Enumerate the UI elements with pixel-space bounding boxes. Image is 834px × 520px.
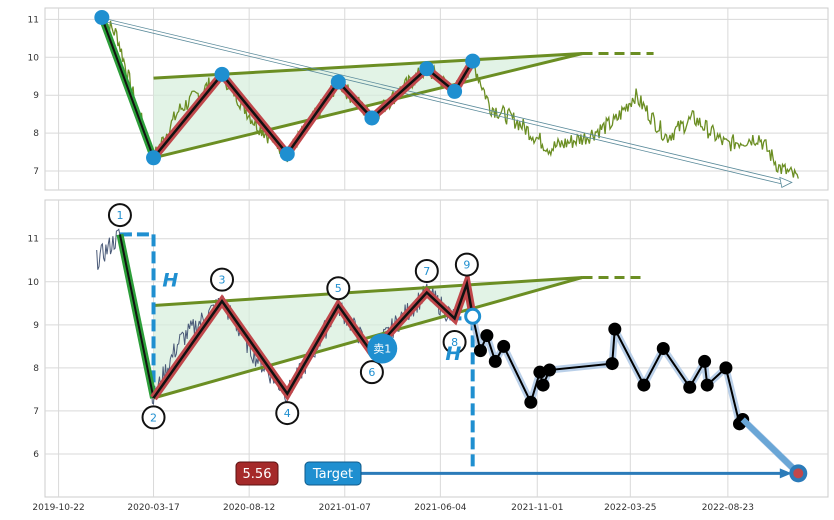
top-arrow-head <box>779 176 793 189</box>
bottom-point-label-circle <box>359 360 384 385</box>
bottom-forecast-point <box>473 344 487 358</box>
bottom-forecast-point <box>480 329 494 343</box>
bottom-forecast-point <box>608 322 622 336</box>
bottom-forecast-point <box>524 395 538 409</box>
bottom-panel: 6 7 8 9 10 11 2019-10-22 2020-03-17 2020-08-12 20… <box>28 199 829 513</box>
bottom-forecast-point <box>488 354 502 368</box>
bottom-point-label-text: 4 <box>284 407 291 420</box>
bottom-point-label-text: 3 <box>219 274 226 287</box>
bottom-x-tick-label: 2021-01-07 <box>319 503 371 513</box>
bottom-point-label-text: 2 <box>150 411 157 424</box>
value-badge-box <box>235 461 279 486</box>
top-pivot-point <box>447 83 463 99</box>
bottom-forecast-point <box>698 354 712 368</box>
bottom-point-label-circle <box>141 405 166 430</box>
bottom-point-label-text: 9 <box>463 259 470 272</box>
bottom-forecast-point <box>533 365 547 379</box>
bottom-y-tick-label: 6 <box>33 450 39 460</box>
bottom-forecast-point <box>605 357 619 371</box>
value-badge-text: 5.56 <box>243 467 272 482</box>
bottom-point-label-circle <box>107 203 132 228</box>
top-y-tick-label: 9 <box>33 91 39 101</box>
bottom-point-label-circle <box>442 330 467 355</box>
bottom-x-tick-label: 2020-08-12 <box>223 503 275 513</box>
top-pivot-point <box>146 150 162 166</box>
bottom-x-tick-label: 2020-03-17 <box>127 503 179 513</box>
top-y-tick-label: 10 <box>28 53 40 63</box>
bottom-target-arrow-head <box>779 468 792 479</box>
bottom-y-tick-label: 7 <box>33 407 39 417</box>
bottom-point-label-text: 5 <box>335 282 342 295</box>
bottom-y-tick-label: 10 <box>28 278 40 288</box>
bottom-trend-core <box>118 234 155 399</box>
target-badge: Target <box>304 461 362 486</box>
target-badge-box <box>304 461 362 486</box>
top-pivot-point <box>279 146 295 162</box>
top-y-tick-label: 11 <box>28 15 39 25</box>
bottom-forecast-point <box>656 342 670 355</box>
bottom-y-tick-label: 11 <box>28 235 39 245</box>
bottom-point-label-circle <box>210 267 235 292</box>
bottom-forecast-point <box>700 378 714 392</box>
bottom-x-tick-label: 2021-11-01 <box>511 503 563 513</box>
bottom-h-marker: H <box>445 343 461 365</box>
top-pivot-point <box>419 61 435 77</box>
bottom-sell-marker-circle <box>367 333 398 364</box>
top-pivot-point <box>364 110 380 126</box>
bottom-x-tick-label: 2022-03-25 <box>604 503 656 513</box>
bottom-forecast-point <box>497 339 511 353</box>
top-y-tick-label: 8 <box>33 129 39 139</box>
bottom-x-tick-label: 2019-10-22 <box>32 503 84 513</box>
top-pivot-point <box>94 9 110 25</box>
top-pivot-point <box>214 66 230 82</box>
value-badge: 5.56 <box>235 461 279 486</box>
bottom-forecast-point <box>536 378 550 392</box>
bottom-point-label-text: 6 <box>368 366 375 379</box>
bottom-h-marker: H <box>162 270 178 292</box>
bottom-point-label-text: 7 <box>423 265 430 278</box>
top-pivot-point <box>330 74 346 90</box>
bottom-y-tick-label: 9 <box>33 321 39 331</box>
top-arrow-shaft-upper <box>101 17 784 181</box>
bottom-breakout-point <box>464 307 482 325</box>
target-badge-text: Target <box>312 467 353 482</box>
top-panel: 7 8 9 10 11 <box>28 7 829 191</box>
bottom-point-label-circle <box>326 276 351 301</box>
bottom-final-segment <box>740 417 801 476</box>
bottom-forecast-point <box>637 378 651 392</box>
top-triangle-lower-line <box>153 52 583 160</box>
bottom-point-label-circle <box>414 259 439 284</box>
bottom-target-point-inner <box>793 468 804 479</box>
bottom-triangle-lower-line <box>153 276 583 400</box>
top-trend-core <box>100 17 155 159</box>
bottom-forecast-point <box>719 361 733 375</box>
top-arrow-shaft-lower <box>101 20 784 185</box>
bottom-point-label-text: 1 <box>116 209 123 222</box>
bottom-x-tick-label: 2021-06-04 <box>414 503 467 513</box>
bottom-point-label-text: 8 <box>451 336 458 349</box>
bottom-forecast-point <box>683 380 697 394</box>
bottom-y-tick-label: 8 <box>33 364 39 374</box>
bottom-forecast-point <box>543 363 557 377</box>
bottom-sell-marker-text: 卖1 <box>373 343 391 356</box>
bottom-x-tick-label: 2022-08-23 <box>702 503 754 513</box>
bottom-point-label-circle <box>454 252 479 277</box>
bottom-point-label-circle <box>275 401 300 426</box>
top-y-tick-label: 7 <box>33 167 39 177</box>
top-pivot-point <box>465 53 481 69</box>
